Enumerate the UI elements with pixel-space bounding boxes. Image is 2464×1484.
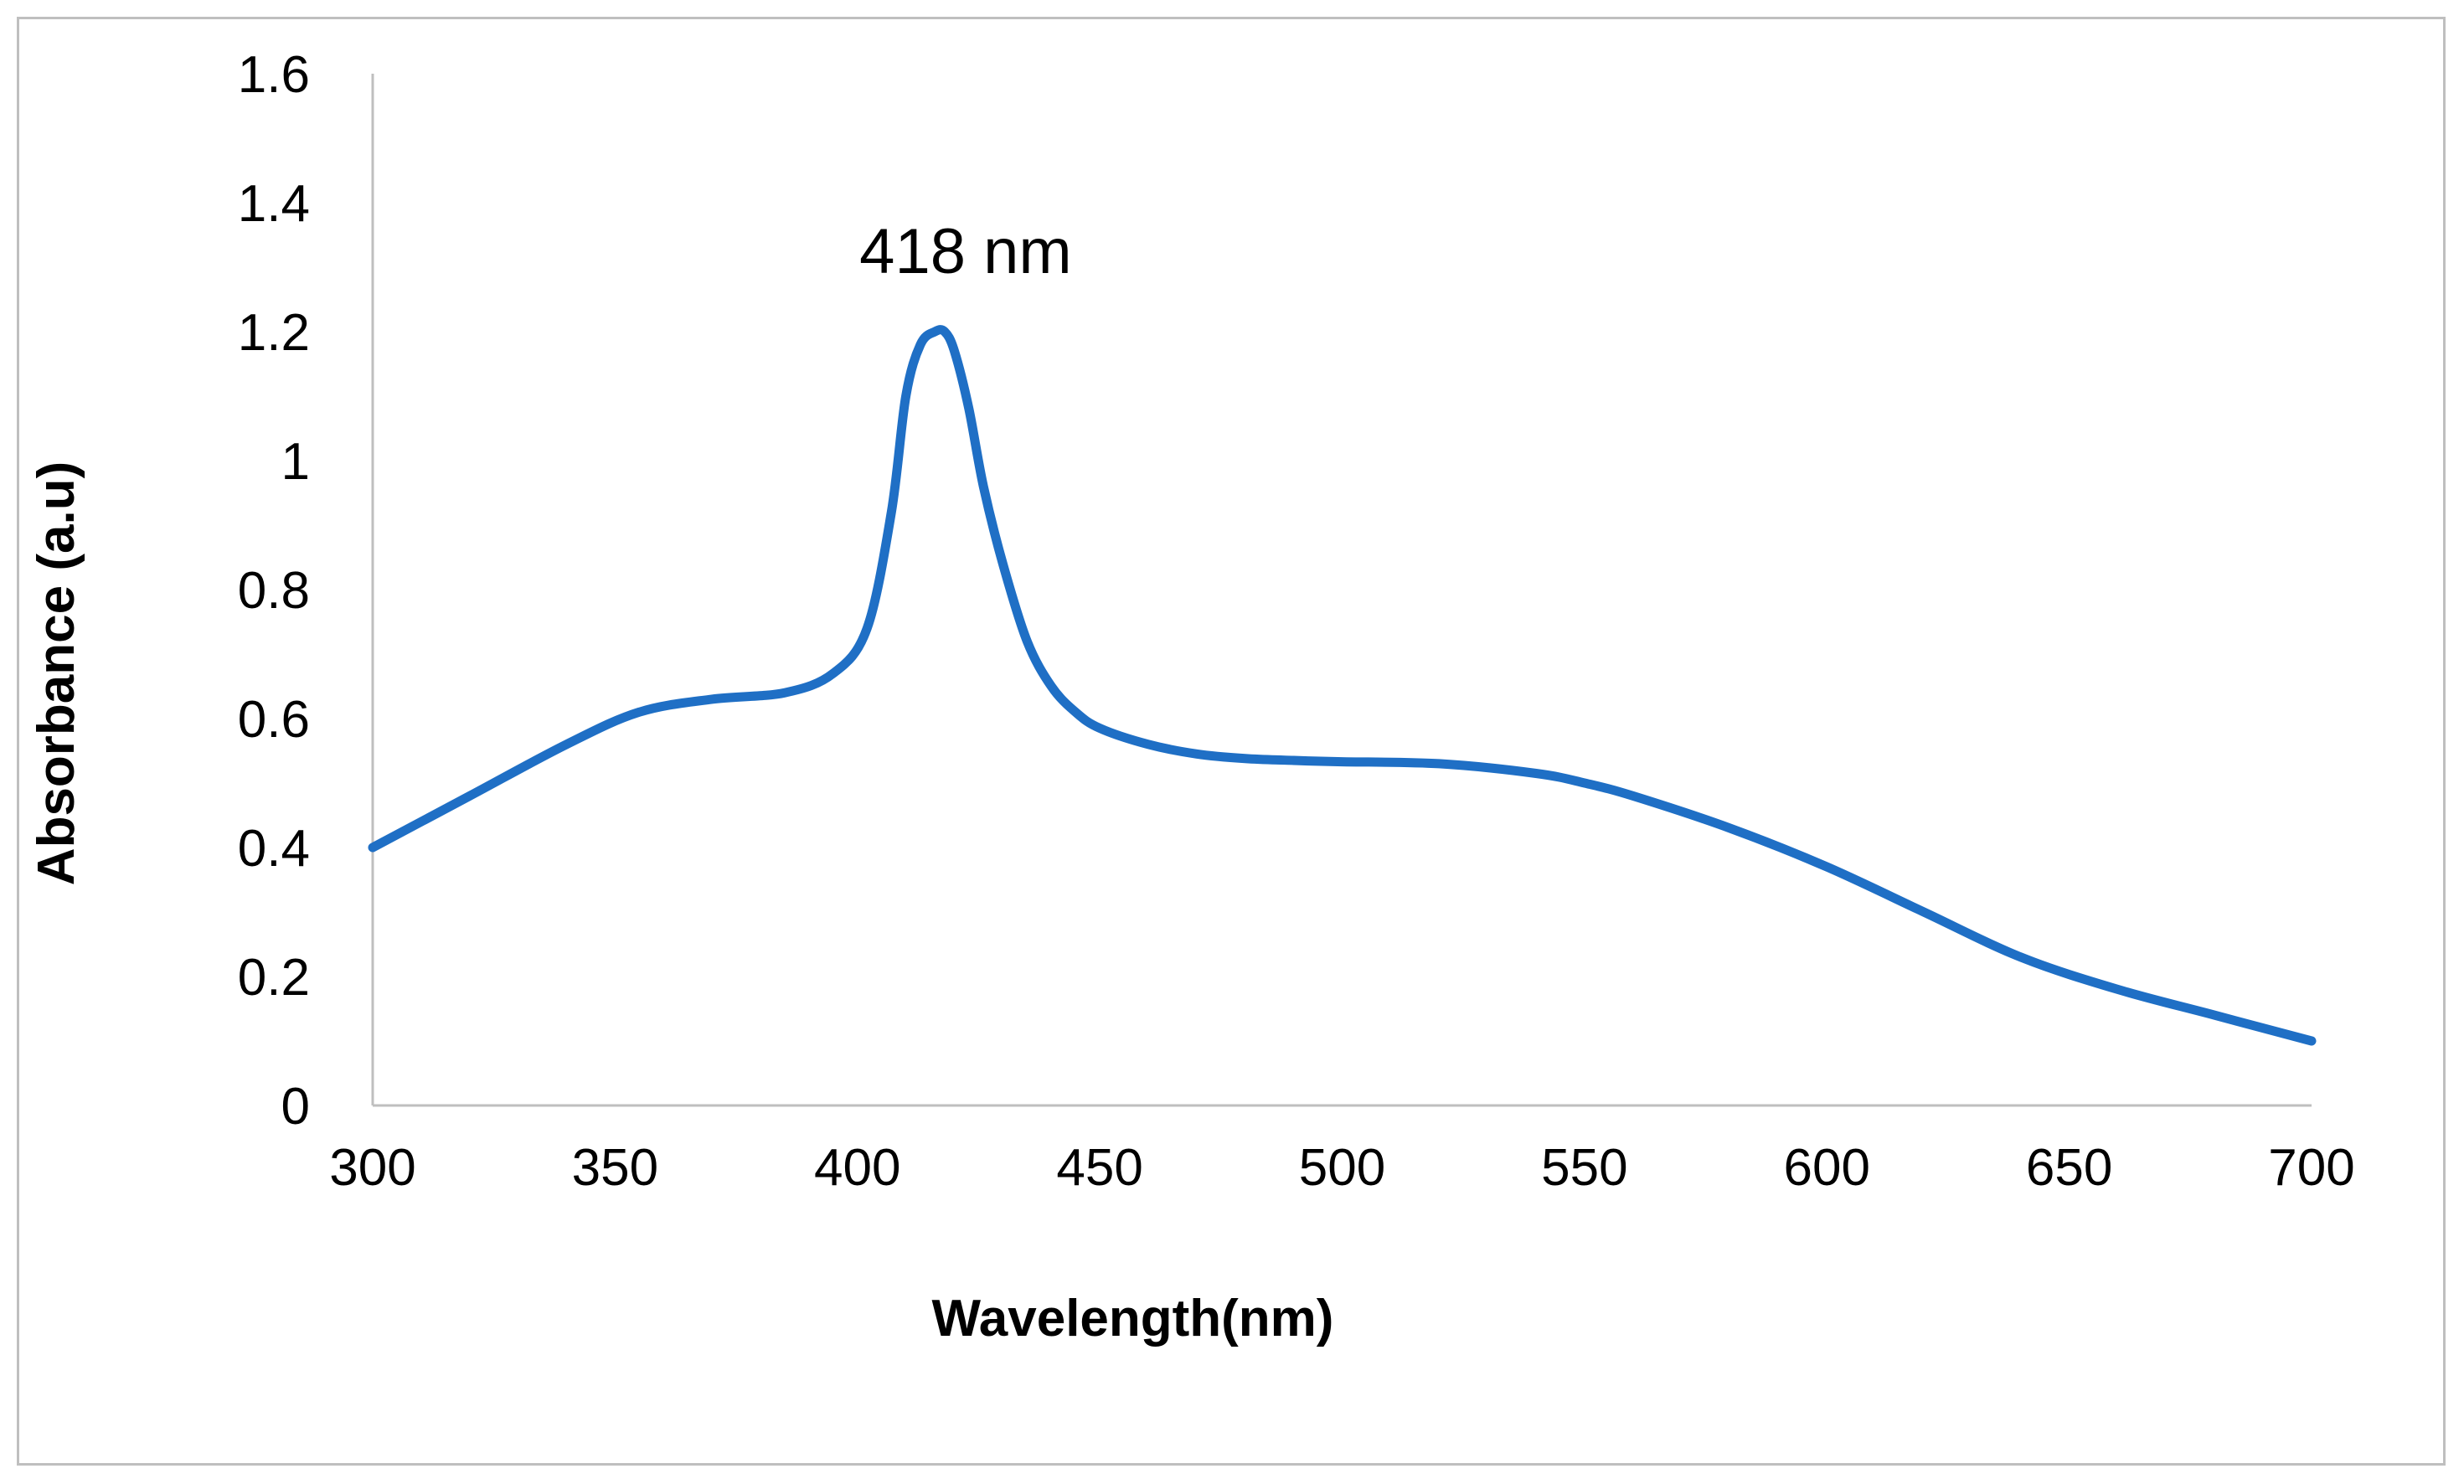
y-tick-label: 0 [281, 1078, 310, 1136]
y-tick-label: 0.4 [238, 820, 310, 878]
y-tick-label: 0.2 [238, 949, 310, 1007]
y-tick-label: 0.8 [238, 562, 310, 620]
x-tick-label: 350 [572, 1139, 658, 1197]
series-line [368, 325, 2317, 1046]
peak-annotation: 418 nm [859, 216, 1072, 287]
series-group [368, 325, 2317, 1046]
x-tick-label: 300 [329, 1139, 415, 1197]
x-tick-label: 450 [1056, 1139, 1142, 1197]
y-tick-label: 0.6 [238, 691, 310, 749]
y-axis-title: Absorbance (a.u) [28, 461, 85, 885]
y-axis: 0 0.2 0.4 0.6 0.8 1 1.2 1.4 1.6 [238, 46, 374, 1136]
y-tick-label: 1 [281, 433, 310, 491]
chart-frame [17, 17, 2446, 1466]
x-tick-label: 650 [2026, 1139, 2112, 1197]
x-tick-label: 400 [814, 1139, 900, 1197]
y-tick-label: 1.4 [238, 175, 310, 233]
y-tick-label: 1.2 [238, 304, 310, 362]
x-axis: 300 350 400 450 500 550 600 650 700 [329, 1104, 2355, 1197]
x-axis-title: Wavelength(nm) [932, 1290, 1334, 1347]
y-tick-label: 1.6 [238, 46, 310, 104]
x-tick-label: 500 [1299, 1139, 1385, 1197]
x-tick-label: 700 [2268, 1139, 2354, 1197]
x-tick-label: 550 [1541, 1139, 1627, 1197]
x-tick-label: 600 [1784, 1139, 1870, 1197]
